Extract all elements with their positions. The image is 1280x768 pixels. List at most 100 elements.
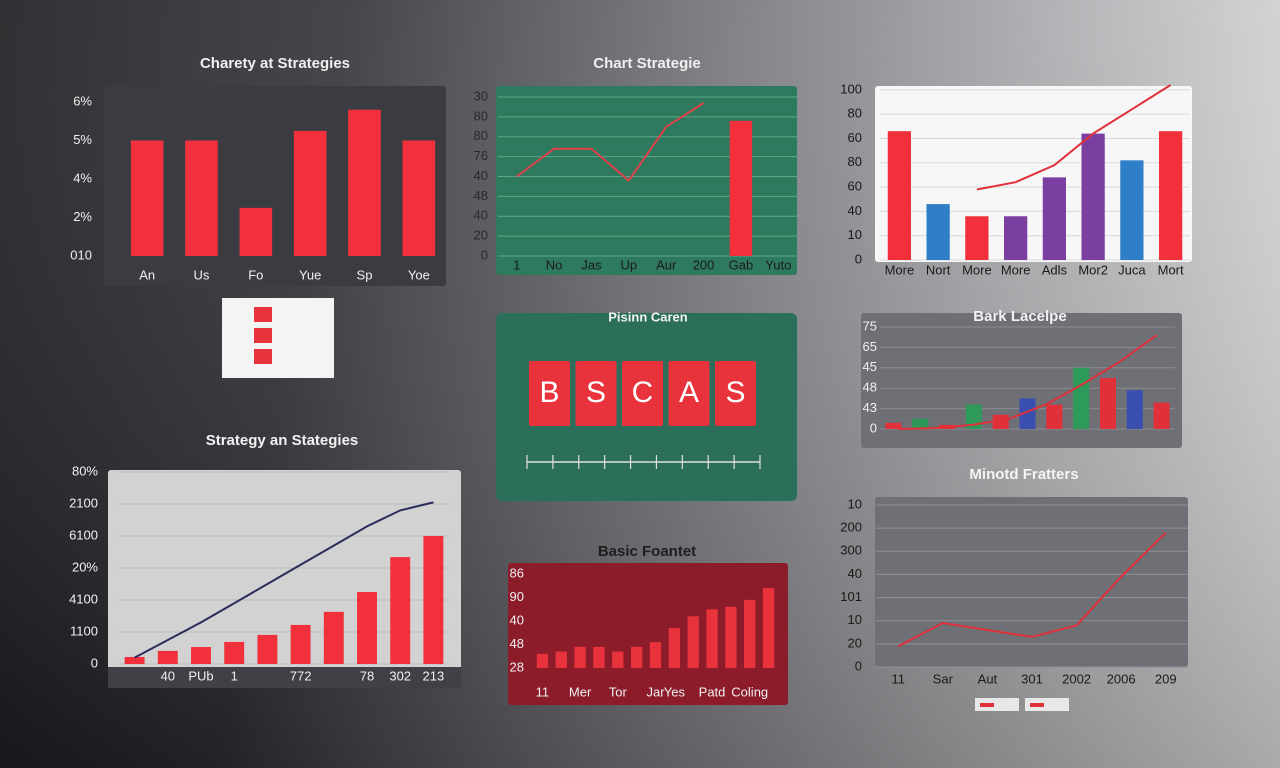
bar	[1120, 160, 1144, 260]
y-tick-label: 10	[848, 227, 862, 242]
label-strip	[108, 667, 461, 688]
y-tick-label: 20	[474, 228, 488, 243]
y-tick-label: 4%	[73, 170, 92, 185]
bar	[744, 599, 756, 668]
chart: Bark Lacelpe 0 43 48 45 65 75	[861, 308, 1182, 448]
chart-title: Charety at Strategies	[200, 55, 350, 72]
bar	[185, 140, 218, 256]
x-tick-label: 213	[423, 668, 445, 683]
bar	[1019, 398, 1036, 429]
x-tick-label: Up	[621, 257, 638, 272]
x-tick-label: PUb	[188, 668, 213, 683]
x-tick-label: Yuto	[765, 257, 791, 272]
y-tick-label: 60	[848, 130, 862, 145]
bar	[887, 131, 911, 260]
bar	[555, 651, 567, 668]
bar	[402, 140, 436, 256]
bar	[593, 646, 605, 668]
chart-panel	[496, 86, 797, 275]
x-tick-label: Patd	[699, 684, 726, 699]
x-tick-label: More	[885, 262, 915, 277]
chart-panel	[875, 497, 1188, 667]
letter: S	[586, 376, 606, 409]
legend-swatch	[1030, 703, 1044, 707]
letter: C	[632, 376, 654, 409]
x-tick-label: 78	[360, 668, 374, 683]
bar	[729, 120, 753, 256]
x-tick-label: Coling	[731, 684, 768, 699]
bar	[885, 422, 902, 429]
x-tick-label: Aur	[656, 257, 677, 272]
bar	[1004, 216, 1028, 260]
x-tick-label: 302	[389, 668, 411, 683]
y-tick-label: 40	[848, 566, 862, 581]
legend-swatch	[254, 328, 272, 343]
bar	[323, 611, 344, 664]
x-tick-label: Yue	[299, 267, 321, 282]
bar	[612, 651, 624, 668]
y-tick-label: 80	[474, 128, 488, 143]
x-tick-label: Us	[194, 267, 210, 282]
x-tick-label: 11	[892, 671, 906, 686]
chart-title: Strategy an Stategies	[206, 432, 359, 449]
x-tick-label: Gab	[729, 257, 754, 272]
letter-tile	[622, 361, 663, 426]
chart-title: Bark Lacelpe	[973, 308, 1066, 325]
legend-item	[1025, 698, 1069, 711]
bar	[965, 404, 982, 429]
letter: S	[725, 376, 745, 409]
x-tick-label: Fo	[248, 267, 263, 282]
letter-tile	[715, 361, 756, 426]
x-tick-label: 2002	[1062, 671, 1091, 686]
y-tick-label: 1100	[70, 623, 98, 638]
bar	[423, 536, 444, 664]
chart-title: Chart Strategie	[593, 55, 701, 72]
y-tick-label: 2100	[69, 495, 98, 510]
y-tick-label: 6100	[69, 527, 98, 542]
bar	[293, 130, 327, 256]
bar	[649, 642, 662, 668]
chart: Chart Strategie 0 20 40 48 40 76 80 80 30 1 No Jas Up…	[474, 55, 797, 275]
chart-title: Minotd Fratters	[969, 466, 1078, 483]
y-tick-label: 10	[848, 612, 862, 627]
bar	[762, 588, 775, 668]
y-tick-label: 48	[510, 636, 524, 651]
x-tick-label: 1	[231, 668, 238, 683]
x-tick-label: 209	[1155, 671, 1177, 686]
y-tick-label: 75	[863, 318, 877, 333]
bar	[912, 418, 929, 429]
bar	[926, 204, 950, 260]
bar	[1126, 390, 1143, 429]
bar	[536, 653, 549, 668]
legend-swatch	[254, 307, 272, 322]
y-tick-label: 0	[91, 655, 98, 670]
y-tick-label: 76	[474, 148, 488, 163]
x-tick-label: Adls	[1042, 262, 1068, 277]
bar	[1099, 378, 1116, 429]
letter-tile	[575, 361, 617, 426]
y-tick-label: 65	[863, 339, 877, 354]
line	[134, 501, 434, 659]
y-tick-label: 20%	[72, 559, 98, 574]
y-tick-label: 10	[848, 496, 862, 511]
x-tick-label: Sp	[357, 267, 373, 282]
x-tick-label: Nort	[926, 262, 951, 277]
y-tick-label: 100	[840, 81, 862, 96]
y-tick-label: 30	[474, 88, 488, 103]
y-tick-label: 60	[848, 179, 862, 194]
x-tick-label: More	[1001, 262, 1031, 277]
chart-panel	[508, 563, 788, 705]
line	[898, 334, 1158, 430]
y-tick-label: 80%	[72, 463, 98, 478]
bar	[290, 624, 311, 664]
y-tick-label: 45	[863, 359, 877, 374]
bar	[124, 656, 145, 664]
y-tick-label: 40	[474, 168, 488, 183]
chart: Charety at Strategies 010 2% 4% 5% 6% An Us Fo Yu…	[70, 55, 446, 286]
bar	[574, 646, 586, 668]
bar	[157, 650, 178, 664]
bar	[1153, 402, 1170, 429]
bar	[706, 609, 718, 668]
bar	[668, 628, 680, 668]
